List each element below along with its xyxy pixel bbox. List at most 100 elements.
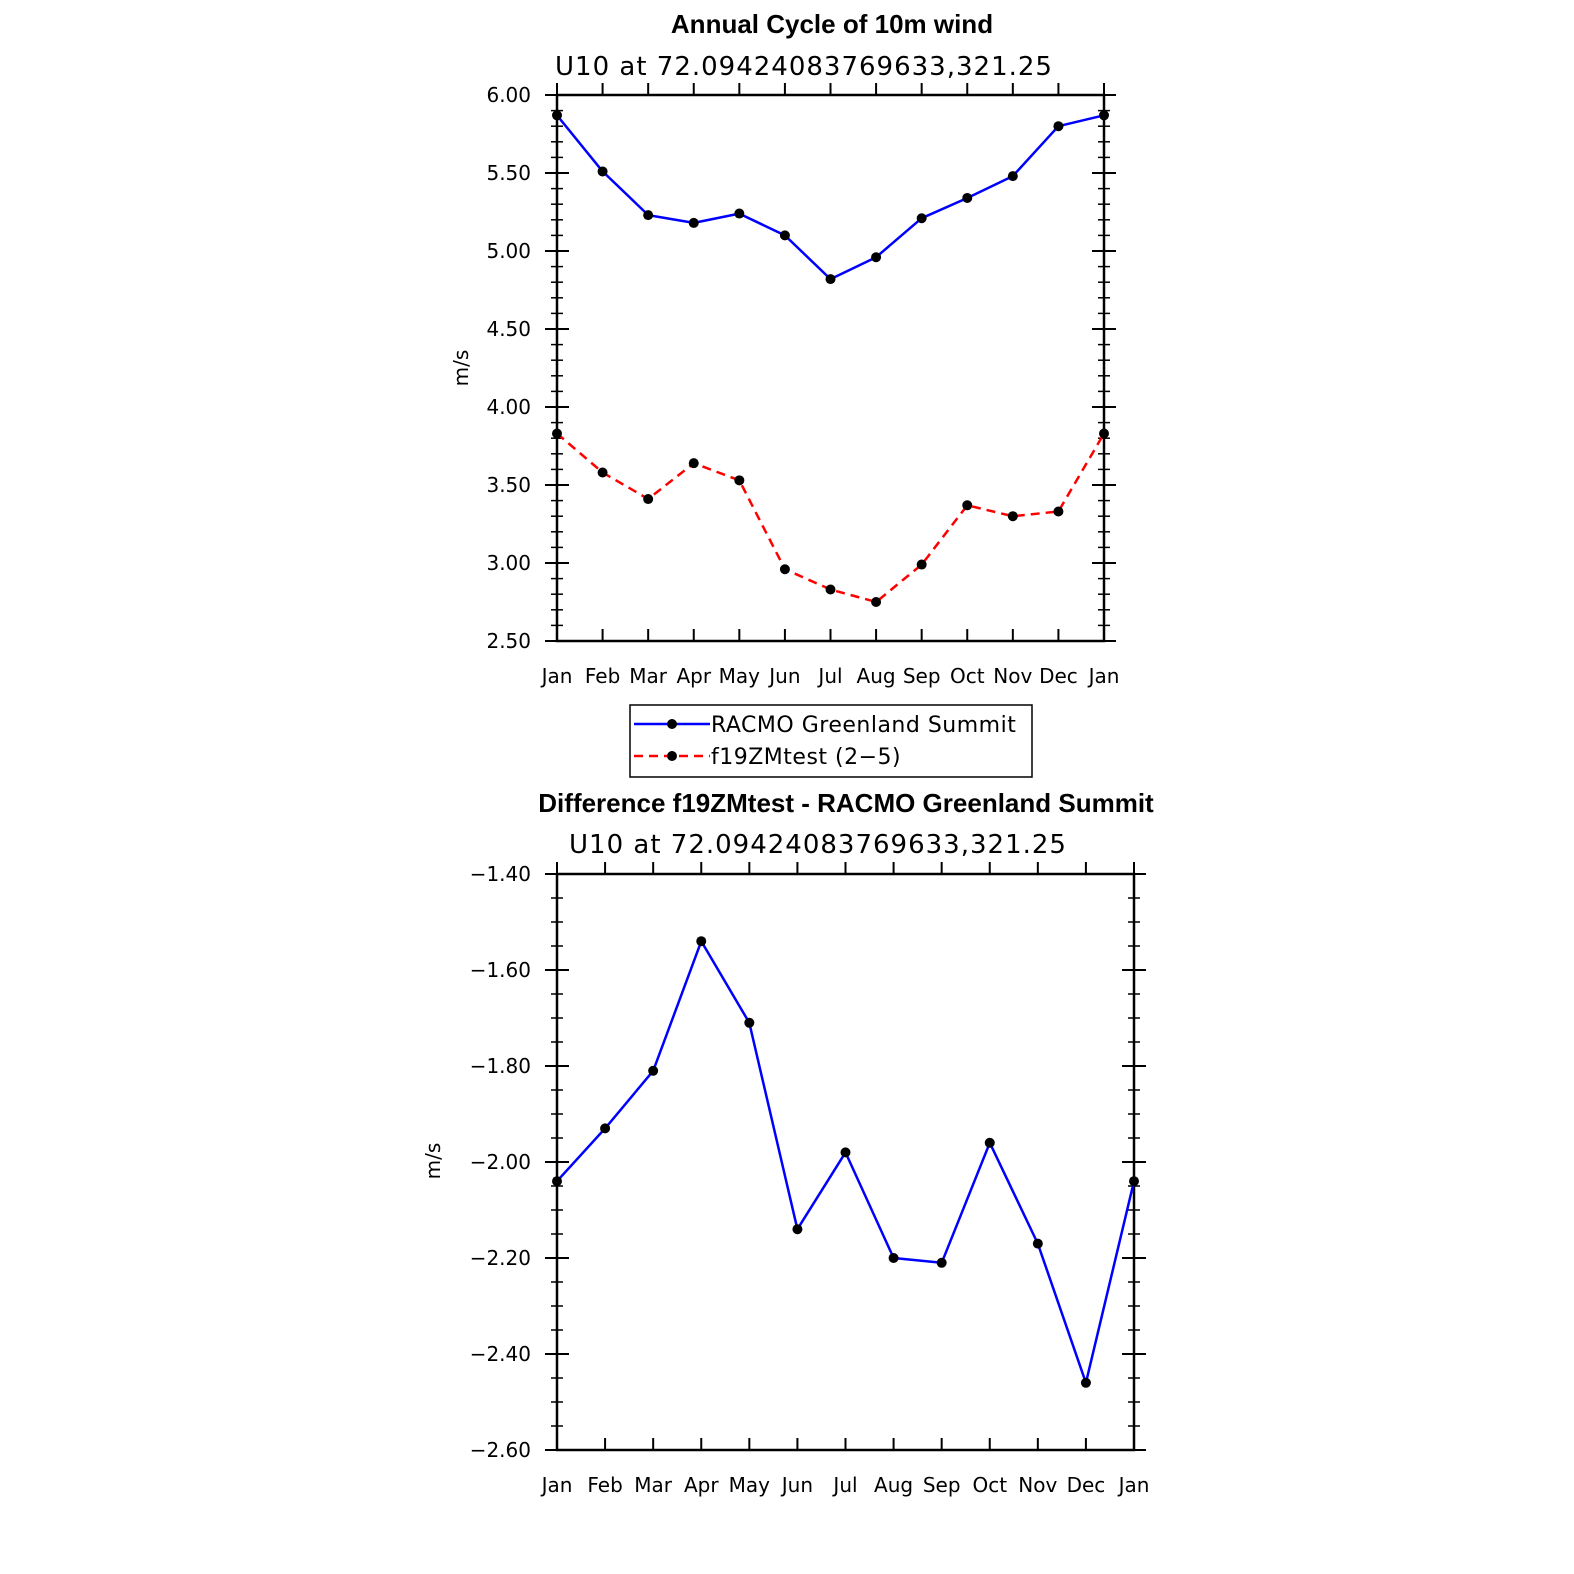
y-tick-label: −2.60 [470, 1438, 531, 1462]
data-point [552, 428, 562, 439]
data-point [825, 584, 836, 595]
data-point [1053, 121, 1064, 132]
x-tick-label: Oct [950, 664, 985, 688]
chart-subtitle: U10 at 72.09424083769633,321.25 [569, 830, 1067, 860]
plot-frame [555, 872, 1136, 1452]
data-point [744, 1017, 755, 1028]
data-point [597, 166, 608, 177]
data-point [1080, 1377, 1091, 1388]
y-tick-label: 3.00 [486, 551, 531, 575]
x-tick-label: Nov [993, 664, 1032, 688]
data-point [688, 217, 699, 228]
y-tick-label: 5.00 [486, 239, 531, 263]
y-tick-label: 4.00 [486, 395, 531, 419]
x-tick-label: Jul [816, 664, 842, 688]
x-tick-label: Oct [972, 1473, 1007, 1497]
difference-chart: Difference f19ZMtest - RACMO Greenland S… [421, 788, 1154, 1497]
data-point [840, 1147, 851, 1158]
x-tick-label: Sep [923, 1473, 961, 1497]
data-point [1129, 1176, 1139, 1187]
data-point [779, 230, 790, 241]
data-point [688, 458, 699, 469]
x-tick-label: Jun [767, 664, 800, 688]
y-tick-label: 6.00 [486, 83, 531, 107]
legend-box [629, 704, 1033, 778]
y-tick-label: −2.40 [470, 1342, 531, 1366]
data-point [552, 1176, 562, 1187]
x-tick-label: Apr [684, 1473, 719, 1497]
x-tick-label: Jan [540, 664, 573, 688]
data-point [1007, 511, 1018, 522]
y-tick-label: −2.00 [470, 1150, 531, 1174]
x-tick-label: Jul [831, 1473, 857, 1497]
x-tick-label: Dec [1067, 1473, 1106, 1497]
chart-subtitle: U10 at 72.09424083769633,321.25 [555, 52, 1053, 82]
x-tick-label: Jan [1117, 1473, 1150, 1497]
x-tick-label: Jan [540, 1473, 573, 1497]
data-point [962, 192, 973, 203]
data-point [792, 1224, 803, 1235]
annual-cycle-chart: Annual Cycle of 10m wind U10 at 72.09424… [449, 9, 1119, 688]
data-point [962, 500, 973, 511]
data-point [600, 1123, 611, 1134]
y-tick-label: −1.80 [470, 1054, 531, 1078]
legend-marker-f19zmtest [667, 751, 677, 761]
legend: RACMO Greenland Summit f19ZMtest (2−5) [629, 704, 1033, 778]
chart-title: Annual Cycle of 10m wind [671, 9, 993, 39]
x-tick-label: Apr [676, 664, 711, 688]
x-tick-label: Aug [857, 664, 896, 688]
data-point [916, 213, 927, 224]
y-axis-label: m/s [421, 1143, 445, 1180]
plot-frame [555, 93, 1106, 643]
x-tick-label: Dec [1039, 664, 1078, 688]
y-tick-label: −2.20 [470, 1246, 531, 1270]
data-point [696, 936, 707, 947]
y-tick-label: 5.50 [486, 161, 531, 185]
data-point [888, 1253, 899, 1263]
data-point [643, 210, 654, 221]
data-point [916, 559, 927, 570]
x-tick-label: Feb [587, 1473, 622, 1497]
x-tick-label: Aug [874, 1473, 913, 1497]
data-point [734, 208, 745, 219]
series-line-0 [556, 114, 1105, 281]
y-tick-label: 3.50 [486, 473, 531, 497]
data-point [1053, 506, 1064, 517]
series-line-1 [556, 432, 1106, 604]
data-point [871, 597, 882, 607]
data-point [1099, 110, 1109, 121]
data-point [552, 110, 562, 121]
y-tick-label: 2.50 [486, 629, 531, 653]
data-point [648, 1065, 659, 1076]
x-tick-label: Mar [634, 1473, 673, 1497]
y-tick-label: −1.60 [470, 958, 531, 982]
data-point [936, 1257, 947, 1268]
x-tick-label: Jun [780, 1473, 813, 1497]
data-point [984, 1137, 995, 1148]
x-tick-label: Jan [1087, 664, 1120, 688]
y-axis-label: m/s [449, 350, 473, 387]
x-tick-label: Feb [585, 664, 620, 688]
x-tick-label: Nov [1018, 1473, 1057, 1497]
chart-title: Difference f19ZMtest - RACMO Greenland S… [538, 788, 1154, 818]
data-point [597, 467, 608, 478]
data-point [1099, 428, 1109, 439]
x-tick-label: Sep [903, 664, 941, 688]
y-tick-label: 4.50 [486, 317, 531, 341]
y-tick-label: −1.40 [470, 862, 531, 886]
data-point [643, 494, 654, 505]
data-point [825, 274, 836, 285]
data-point [734, 475, 745, 486]
data-point [871, 252, 882, 263]
legend-label-f19zmtest: f19ZMtest (2−5) [711, 745, 901, 770]
legend-label-racmo: RACMO Greenland Summit [711, 713, 1016, 738]
legend-marker-racmo [667, 719, 677, 729]
data-point [1032, 1238, 1043, 1249]
x-tick-label: May [719, 664, 761, 688]
data-point [779, 564, 790, 575]
x-tick-label: May [729, 1473, 771, 1497]
x-tick-label: Mar [629, 664, 668, 688]
data-point [1007, 171, 1018, 182]
series-line-0 [556, 939, 1136, 1385]
